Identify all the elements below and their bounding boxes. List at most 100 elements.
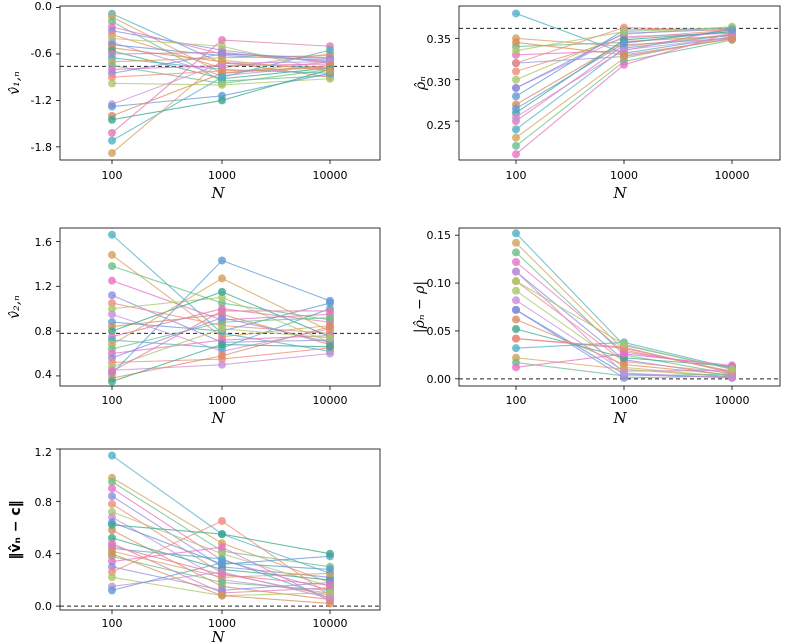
data-point bbox=[218, 36, 226, 44]
data-point bbox=[218, 352, 226, 360]
data-point bbox=[108, 277, 116, 285]
data-point bbox=[326, 343, 334, 351]
data-point bbox=[326, 46, 334, 54]
data-point bbox=[108, 484, 116, 492]
data-point bbox=[218, 256, 226, 264]
data-point bbox=[218, 543, 226, 551]
ytick-label: -1.2 bbox=[31, 94, 52, 107]
data-point bbox=[326, 599, 334, 607]
data-point bbox=[512, 277, 520, 285]
panel-vnorm: 0.0 0.4 0.8 1.2 100 1000 10000 N ‖v̂ₙ − … bbox=[8, 446, 380, 644]
data-point bbox=[512, 258, 520, 266]
xtick-label: 1000 bbox=[610, 394, 638, 407]
xtick-label: 100 bbox=[102, 394, 123, 407]
data-point bbox=[218, 559, 226, 567]
data-point bbox=[512, 47, 520, 55]
xtick-label: 10000 bbox=[313, 394, 348, 407]
data-point bbox=[512, 134, 520, 142]
data-point bbox=[728, 26, 736, 34]
data-point bbox=[512, 125, 520, 133]
panel-v2: 0.4 0.8 1.2 1.6 100 1000 10000 N v̂₂,ₙ bbox=[7, 228, 380, 427]
ytick-label: 1.6 bbox=[35, 236, 53, 249]
data-point bbox=[108, 137, 116, 145]
data-point bbox=[620, 28, 628, 36]
data-point bbox=[218, 81, 226, 89]
data-point bbox=[512, 325, 520, 333]
data-point bbox=[512, 344, 520, 352]
data-point bbox=[108, 310, 116, 318]
data-point bbox=[326, 550, 334, 558]
data-point bbox=[512, 363, 520, 371]
data-point bbox=[108, 116, 116, 124]
data-point bbox=[108, 79, 116, 87]
data-point bbox=[108, 231, 116, 239]
data-point bbox=[512, 113, 520, 121]
y-axis-label: ‖v̂ₙ − c‖ bbox=[8, 500, 24, 559]
y-axis-label: ρ̂ₙ bbox=[413, 76, 429, 91]
x-axis-label: N bbox=[210, 184, 225, 202]
data-point bbox=[218, 530, 226, 538]
data-point bbox=[326, 565, 334, 573]
data-point bbox=[108, 251, 116, 259]
data-point bbox=[512, 287, 520, 295]
xtick-label: 10000 bbox=[715, 394, 750, 407]
data-point bbox=[108, 452, 116, 460]
data-point bbox=[326, 323, 334, 331]
data-point bbox=[218, 361, 226, 369]
ytick-label: 0.0 bbox=[35, 600, 53, 613]
data-point bbox=[512, 142, 520, 150]
xtick-label: 1000 bbox=[208, 169, 236, 182]
data-point bbox=[108, 291, 116, 299]
ytick-label: 0.35 bbox=[427, 33, 452, 46]
data-point bbox=[728, 374, 736, 382]
data-point bbox=[512, 229, 520, 237]
data-point bbox=[218, 307, 226, 315]
ytick-label: 0.8 bbox=[35, 496, 53, 509]
ytick-label: 0.4 bbox=[35, 368, 53, 381]
xtick-label: 10000 bbox=[313, 169, 348, 182]
xtick-label: 100 bbox=[102, 169, 123, 182]
data-point bbox=[620, 340, 628, 348]
ytick-label: 0.05 bbox=[427, 325, 452, 338]
ytick-label: 0.30 bbox=[427, 76, 452, 89]
data-point bbox=[512, 306, 520, 314]
data-point bbox=[218, 571, 226, 579]
data-point bbox=[326, 67, 334, 75]
data-point bbox=[512, 59, 520, 67]
xtick-label: 100 bbox=[506, 394, 527, 407]
data-point bbox=[108, 262, 116, 270]
y-axis-label: v̂₁,ₙ bbox=[7, 71, 23, 95]
data-point bbox=[512, 315, 520, 323]
x-axis-label: N bbox=[210, 628, 225, 644]
data-point bbox=[218, 73, 226, 81]
data-point bbox=[108, 378, 116, 386]
data-point bbox=[512, 248, 520, 256]
data-point bbox=[108, 550, 116, 558]
data-point bbox=[108, 367, 116, 375]
data-point bbox=[108, 521, 116, 529]
data-point bbox=[512, 9, 520, 17]
ytick-label: 0.00 bbox=[427, 373, 452, 386]
xtick-label: 10000 bbox=[715, 169, 750, 182]
data-point bbox=[512, 38, 520, 46]
data-point bbox=[326, 334, 334, 342]
xtick-label: 1000 bbox=[208, 394, 236, 407]
ytick-label: -1.8 bbox=[31, 141, 52, 154]
data-point bbox=[108, 586, 116, 594]
data-point bbox=[728, 365, 736, 373]
data-point bbox=[728, 35, 736, 43]
data-point bbox=[512, 92, 520, 100]
data-point bbox=[512, 84, 520, 92]
data-point bbox=[218, 341, 226, 349]
data-point bbox=[108, 573, 116, 581]
data-point bbox=[108, 103, 116, 111]
data-point bbox=[512, 105, 520, 113]
xtick-label: 10000 bbox=[313, 617, 348, 630]
y-axis-label: v̂₂,ₙ bbox=[7, 295, 23, 319]
x-axis-label: N bbox=[612, 409, 627, 427]
xtick-label: 1000 bbox=[610, 169, 638, 182]
figure: 0.0 -0.6 -1.2 -1.8 100 1000 10000 N v̂₁,… bbox=[0, 0, 789, 644]
ytick-label: 0.15 bbox=[427, 229, 452, 242]
ytick-label: -0.6 bbox=[31, 47, 52, 60]
ytick-label: 1.2 bbox=[35, 446, 53, 459]
